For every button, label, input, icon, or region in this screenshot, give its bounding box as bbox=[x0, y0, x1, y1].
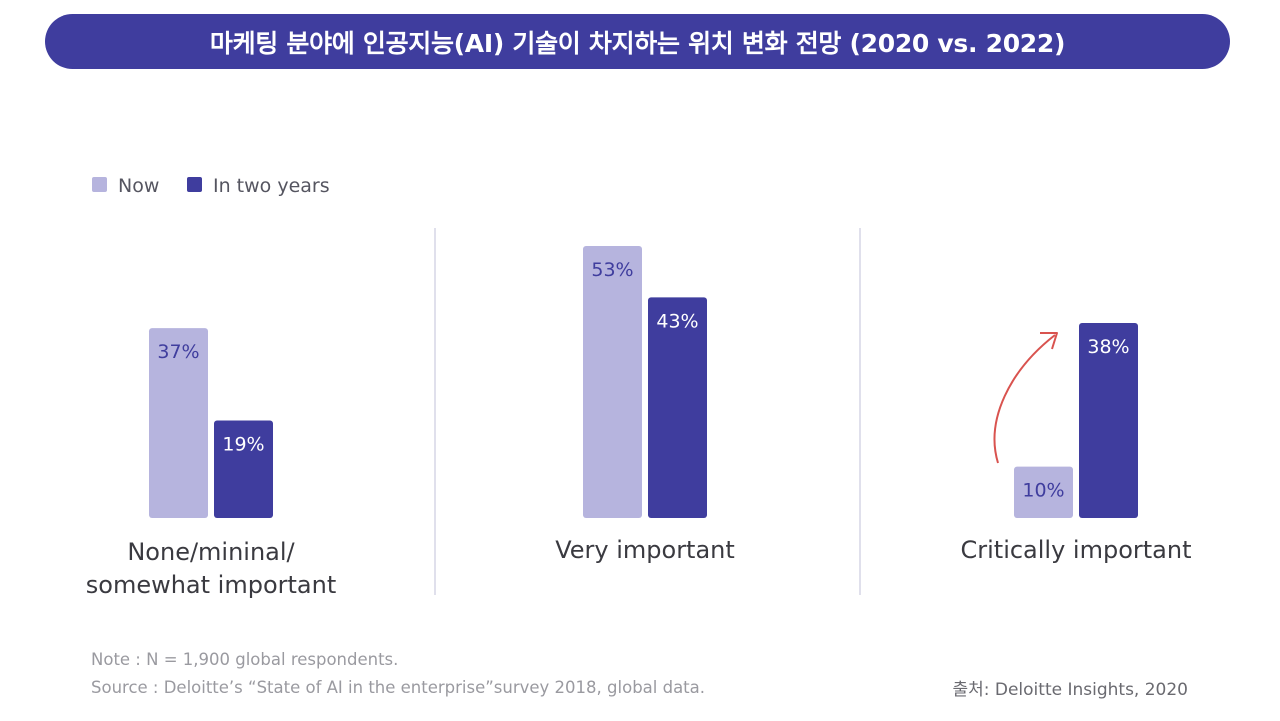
bar-now bbox=[1014, 466, 1073, 518]
legend-swatch bbox=[92, 177, 107, 192]
legend-label: Now bbox=[118, 175, 159, 197]
bar-two-years bbox=[214, 420, 273, 518]
source-text: Source : Deloitte’s “State of AI in the … bbox=[91, 678, 706, 697]
growth-arrow-head bbox=[1040, 332, 1058, 350]
bar-now bbox=[149, 328, 208, 518]
note-text: Note : N = 1,900 global respondents. bbox=[91, 650, 399, 669]
category-label: Critically important bbox=[960, 536, 1191, 564]
data-label: 37% bbox=[157, 341, 199, 363]
bar-two-years bbox=[648, 297, 707, 518]
category-label: somewhat important bbox=[86, 571, 337, 599]
growth-arrow bbox=[993, 334, 1056, 464]
bar-two-years bbox=[1079, 322, 1138, 518]
data-label: 19% bbox=[222, 433, 264, 455]
data-label: 43% bbox=[656, 310, 698, 332]
title-bar: 마케팅 분야에 인공지능(AI) 기술이 차지하는 위치 변화 전망 (2020… bbox=[45, 14, 1230, 69]
data-label: 38% bbox=[1087, 336, 1129, 358]
credit-text: 출처: Deloitte Insights, 2020 bbox=[952, 680, 1188, 700]
data-label: 10% bbox=[1022, 480, 1064, 502]
legend-label: In two years bbox=[213, 175, 330, 197]
bar-now bbox=[583, 246, 642, 518]
category-label: Very important bbox=[555, 536, 735, 564]
category-label: None/mininal/ bbox=[127, 538, 295, 566]
data-label: 53% bbox=[591, 259, 633, 281]
legend-swatch bbox=[187, 177, 202, 192]
chart-title: 마케팅 분야에 인공지능(AI) 기술이 차지하는 위치 변화 전망 (2020… bbox=[209, 28, 1066, 58]
